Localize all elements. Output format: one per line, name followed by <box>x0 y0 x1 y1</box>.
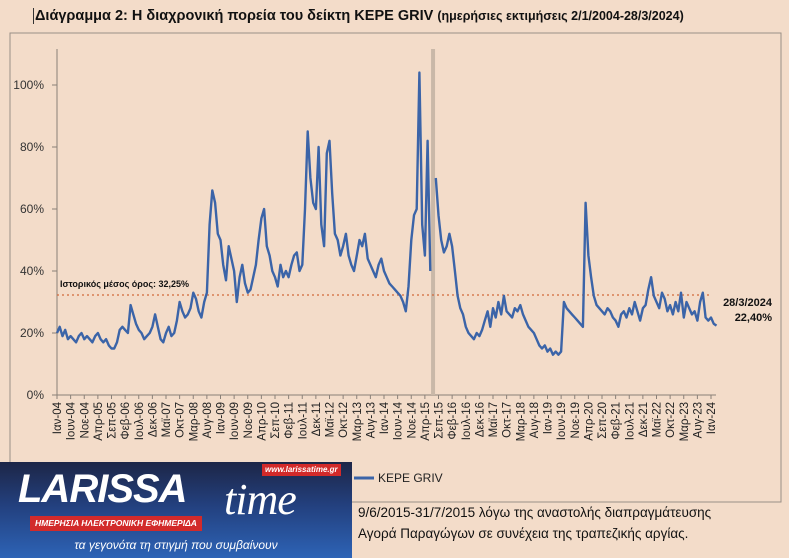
x-tick-label: Δεκ-11 <box>311 402 323 436</box>
x-tick-label: Φεβ-11 <box>284 402 296 439</box>
x-tick-label: Μαϊ-07 <box>161 402 173 437</box>
x-tick-label: Δεκ-21 <box>638 402 650 437</box>
y-tick-label: 40% <box>20 264 44 278</box>
x-tick-label: Σεπ-05 <box>107 402 119 439</box>
chart-frame <box>9 32 782 503</box>
y-tick-label: 20% <box>20 326 44 340</box>
x-tick-label: Δεκ-06 <box>147 402 159 437</box>
y-tick-label: 0% <box>27 388 45 402</box>
x-tick-label: Μαϊ-12 <box>325 402 337 437</box>
x-tick-label: Απρ-20 <box>583 402 595 441</box>
x-tick-label: Αυγ-23 <box>692 402 704 438</box>
x-tick-label: Δεκ-16 <box>474 402 486 437</box>
footnote-line-2: Αγορά Παραγώγων σε συνέχεια της τραπεζικ… <box>358 526 689 541</box>
x-tick-label: Οκτ-12 <box>338 402 350 438</box>
x-tick-label: Μαϊ-17 <box>488 402 500 437</box>
legend-label: KEPE GRIV <box>378 471 443 485</box>
x-tick-label: Ιαν-24 <box>706 401 718 434</box>
gap-band <box>431 49 436 395</box>
x-tick-label: Ιαν-09 <box>216 402 228 434</box>
x-tick-label: Ιαν-14 <box>379 401 391 434</box>
x-tick-label: Απρ-15 <box>420 402 432 441</box>
x-tick-label: Φεβ-21 <box>611 402 623 440</box>
x-tick-label: Μαρ-18 <box>515 402 527 441</box>
larissatime-logo: LARISSA time www.larissatime.gr ΗΜΕΡΗΣΙΑ… <box>0 462 352 558</box>
x-tick-label: Ιουν-14 <box>393 401 405 440</box>
end-date-label: 28/3/2024 <box>723 297 773 309</box>
x-tick-label: Φεβ-06 <box>120 402 132 440</box>
x-tick-label: Αυγ-13 <box>365 402 377 438</box>
x-tick-label: Ιαν-04 <box>52 401 64 434</box>
x-tick-label: Σεπ-15 <box>434 402 446 439</box>
x-tick-label: Νοε-19 <box>570 402 582 438</box>
x-tick-label: Νοε-14 <box>406 401 418 438</box>
x-tick-label: Οκτ-17 <box>502 402 514 438</box>
end-value-label: 22,40% <box>735 312 773 324</box>
x-tick-label: Νοε-04 <box>79 401 91 438</box>
footnote-line-1: 9/6/2015-31/7/2015 λόγω της αναστολής δι… <box>358 505 712 520</box>
x-tick-label: Ιουλ-16 <box>461 402 473 440</box>
x-tick-label: Ιαν-19 <box>543 402 555 434</box>
x-tick-label: Οκτ-22 <box>665 402 677 438</box>
logo-url: www.larissatime.gr <box>262 464 341 476</box>
x-tick-label: Οκτ-07 <box>175 402 187 438</box>
series-line-kepe-griv <box>55 71 718 356</box>
x-tick-label: Ιουλ-06 <box>134 402 146 440</box>
title-sub: (ημερήσιες εκτιμήσεις 2/1/2004-28/3/2024… <box>437 9 684 23</box>
mean-label: Ιστορικός μέσος όρος: 32,25% <box>60 279 189 289</box>
x-tick-label: Ιουλ-21 <box>624 402 636 440</box>
x-tick-label: Ιουλ-11 <box>297 402 309 439</box>
x-tick-label: Σεπ-10 <box>270 402 282 439</box>
x-tick-label: Ιουν-09 <box>229 402 241 440</box>
y-tick-label: 100% <box>13 78 44 92</box>
y-tick-label: 60% <box>20 202 44 216</box>
x-tick-label: Απρ-05 <box>93 402 105 441</box>
title-main: Διάγραμμα 2: Η διαχρονική πορεία του δεί… <box>35 8 434 24</box>
logo-name: LARISSA <box>18 467 188 511</box>
x-tick-label: Ιουν-04 <box>66 401 78 440</box>
chart-title: Διάγραμμα 2: Η διαχρονική πορεία του δεί… <box>33 8 684 24</box>
x-tick-label: Μαρ-23 <box>679 402 691 441</box>
x-tick-label: Απρ-10 <box>256 402 268 441</box>
logo-name-time: time <box>224 475 297 524</box>
x-tick-label: Μαϊ-22 <box>652 402 664 437</box>
logo-tagline: τα γεγονότα τη στιγμή που συμβαίνουν <box>74 538 278 552</box>
x-tick-label: Αυγ-18 <box>529 402 541 438</box>
x-tick-label: Φεβ-16 <box>447 402 459 440</box>
x-tick-label: Μαρ-08 <box>188 402 200 441</box>
x-tick-label: Νοε-09 <box>243 402 255 438</box>
x-tick-label: Μαρ-13 <box>352 402 364 441</box>
x-tick-label: Αυγ-08 <box>202 402 214 438</box>
x-tick-label: Σεπ-20 <box>597 402 609 439</box>
y-tick-label: 80% <box>20 140 44 154</box>
logo-bar: ΗΜΕΡΗΣΙΑ ΗΛΕΚΤΡΟΝΙΚΗ ΕΦΗΜΕΡΙΔΑ <box>30 516 202 531</box>
x-tick-label: Ιουν-19 <box>556 402 568 440</box>
